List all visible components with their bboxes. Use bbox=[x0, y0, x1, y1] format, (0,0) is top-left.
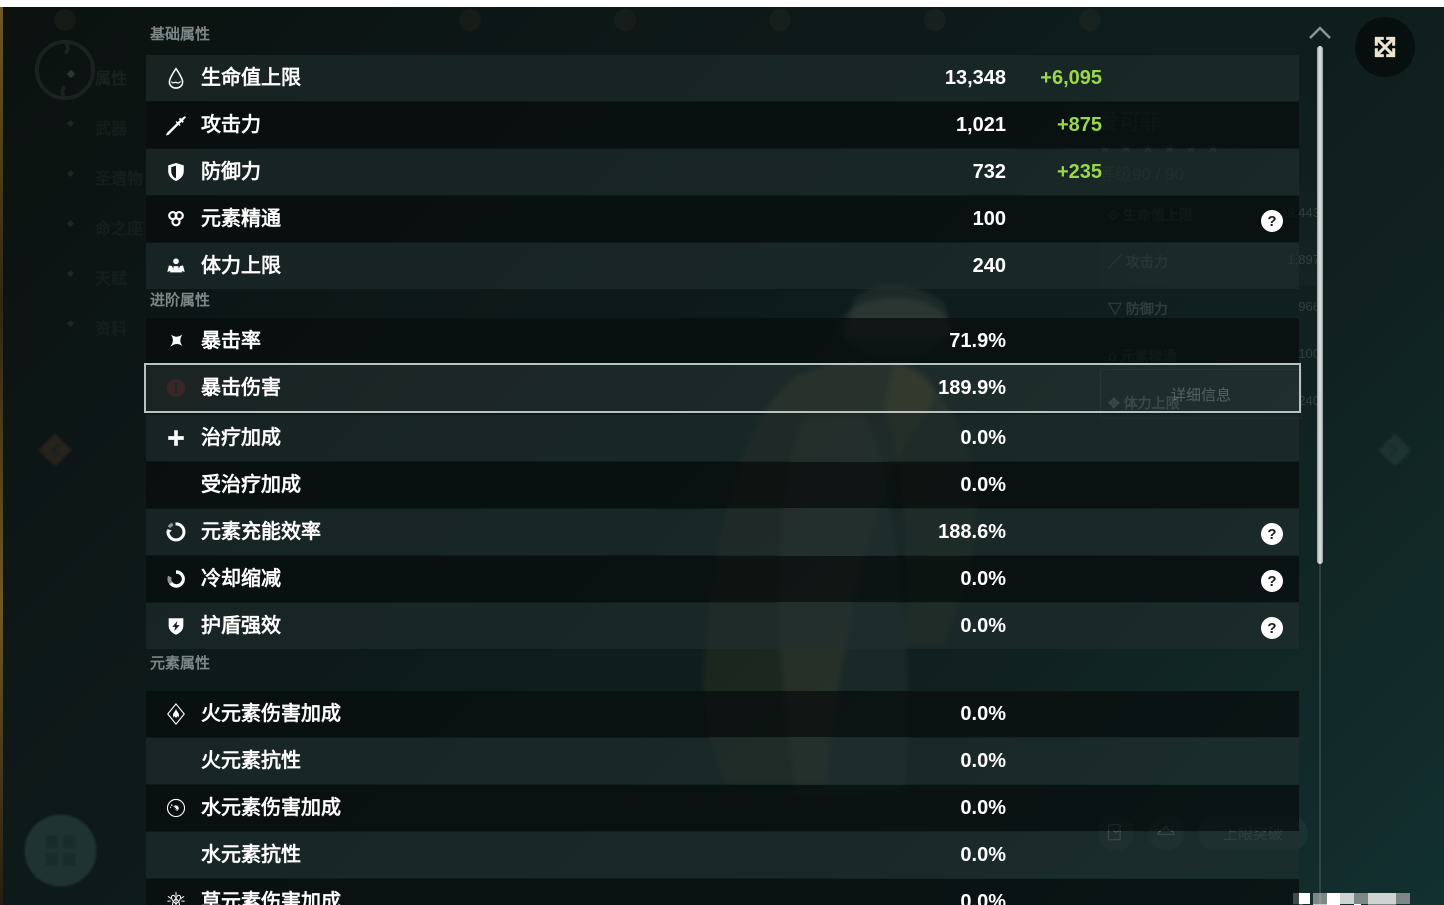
svg-text:?: ? bbox=[1267, 526, 1276, 543]
svg-text:?: ? bbox=[1267, 573, 1276, 590]
svg-text:?: ? bbox=[1267, 620, 1276, 637]
svg-text:?: ? bbox=[1267, 213, 1276, 230]
